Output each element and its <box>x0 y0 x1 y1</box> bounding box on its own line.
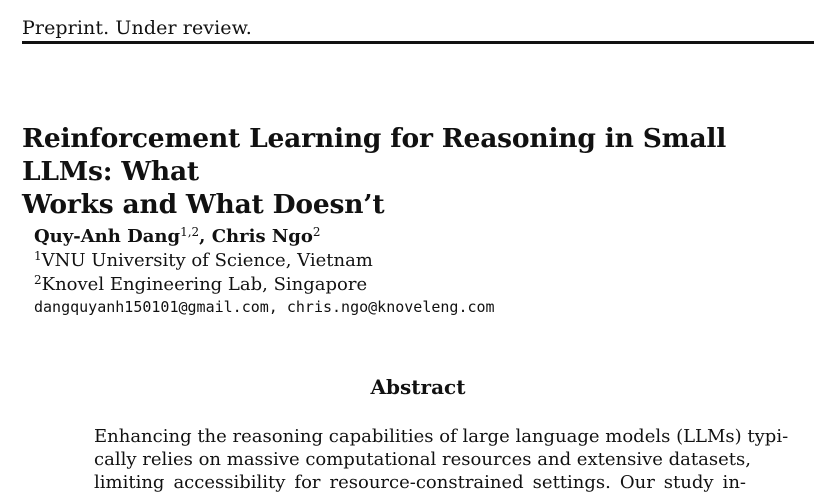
abstract-line: Enhancing the reasoning capabilities of … <box>94 426 789 447</box>
author-emails: dangquyanh150101@gmail.com, chris.ngo@kn… <box>34 298 495 316</box>
author-affiliation-marker: 1,2 <box>180 225 200 239</box>
title-line-1: Reinforcement Learning for Reasoning in … <box>22 123 727 187</box>
header-rule <box>22 41 814 44</box>
affiliation-text: Knovel Engineering Lab, Singapore <box>41 274 368 295</box>
author-affiliation-marker: 2 <box>312 225 321 239</box>
affiliation-text: VNU University of Science, Vietnam <box>41 250 373 271</box>
author-separator: , <box>199 226 212 247</box>
abstract-heading: Abstract <box>370 375 466 399</box>
paper-title: Reinforcement Learning for Reasoning in … <box>22 122 822 221</box>
author-list: Quy-Anh Dang1,2, Chris Ngo2 <box>34 225 321 249</box>
abstract-line: limiting accessibility for resource-cons… <box>94 472 746 493</box>
affiliation-1: 1VNU University of Science, Vietnam <box>34 249 373 273</box>
affiliation-2: 2Knovel Engineering Lab, Singapore <box>34 273 367 297</box>
affiliation-index: 2 <box>34 273 42 287</box>
abstract-body: Enhancing the reasoning capabilities of … <box>94 425 789 494</box>
author-name: Quy-Anh Dang <box>34 226 181 247</box>
abstract-line: cally relies on massive computational re… <box>94 449 751 470</box>
author-name: Chris Ngo <box>211 226 313 247</box>
affiliation-index: 1 <box>34 249 42 263</box>
title-line-2: Works and What Doesn’t <box>22 189 385 220</box>
running-header: Preprint. Under review. <box>22 17 252 39</box>
